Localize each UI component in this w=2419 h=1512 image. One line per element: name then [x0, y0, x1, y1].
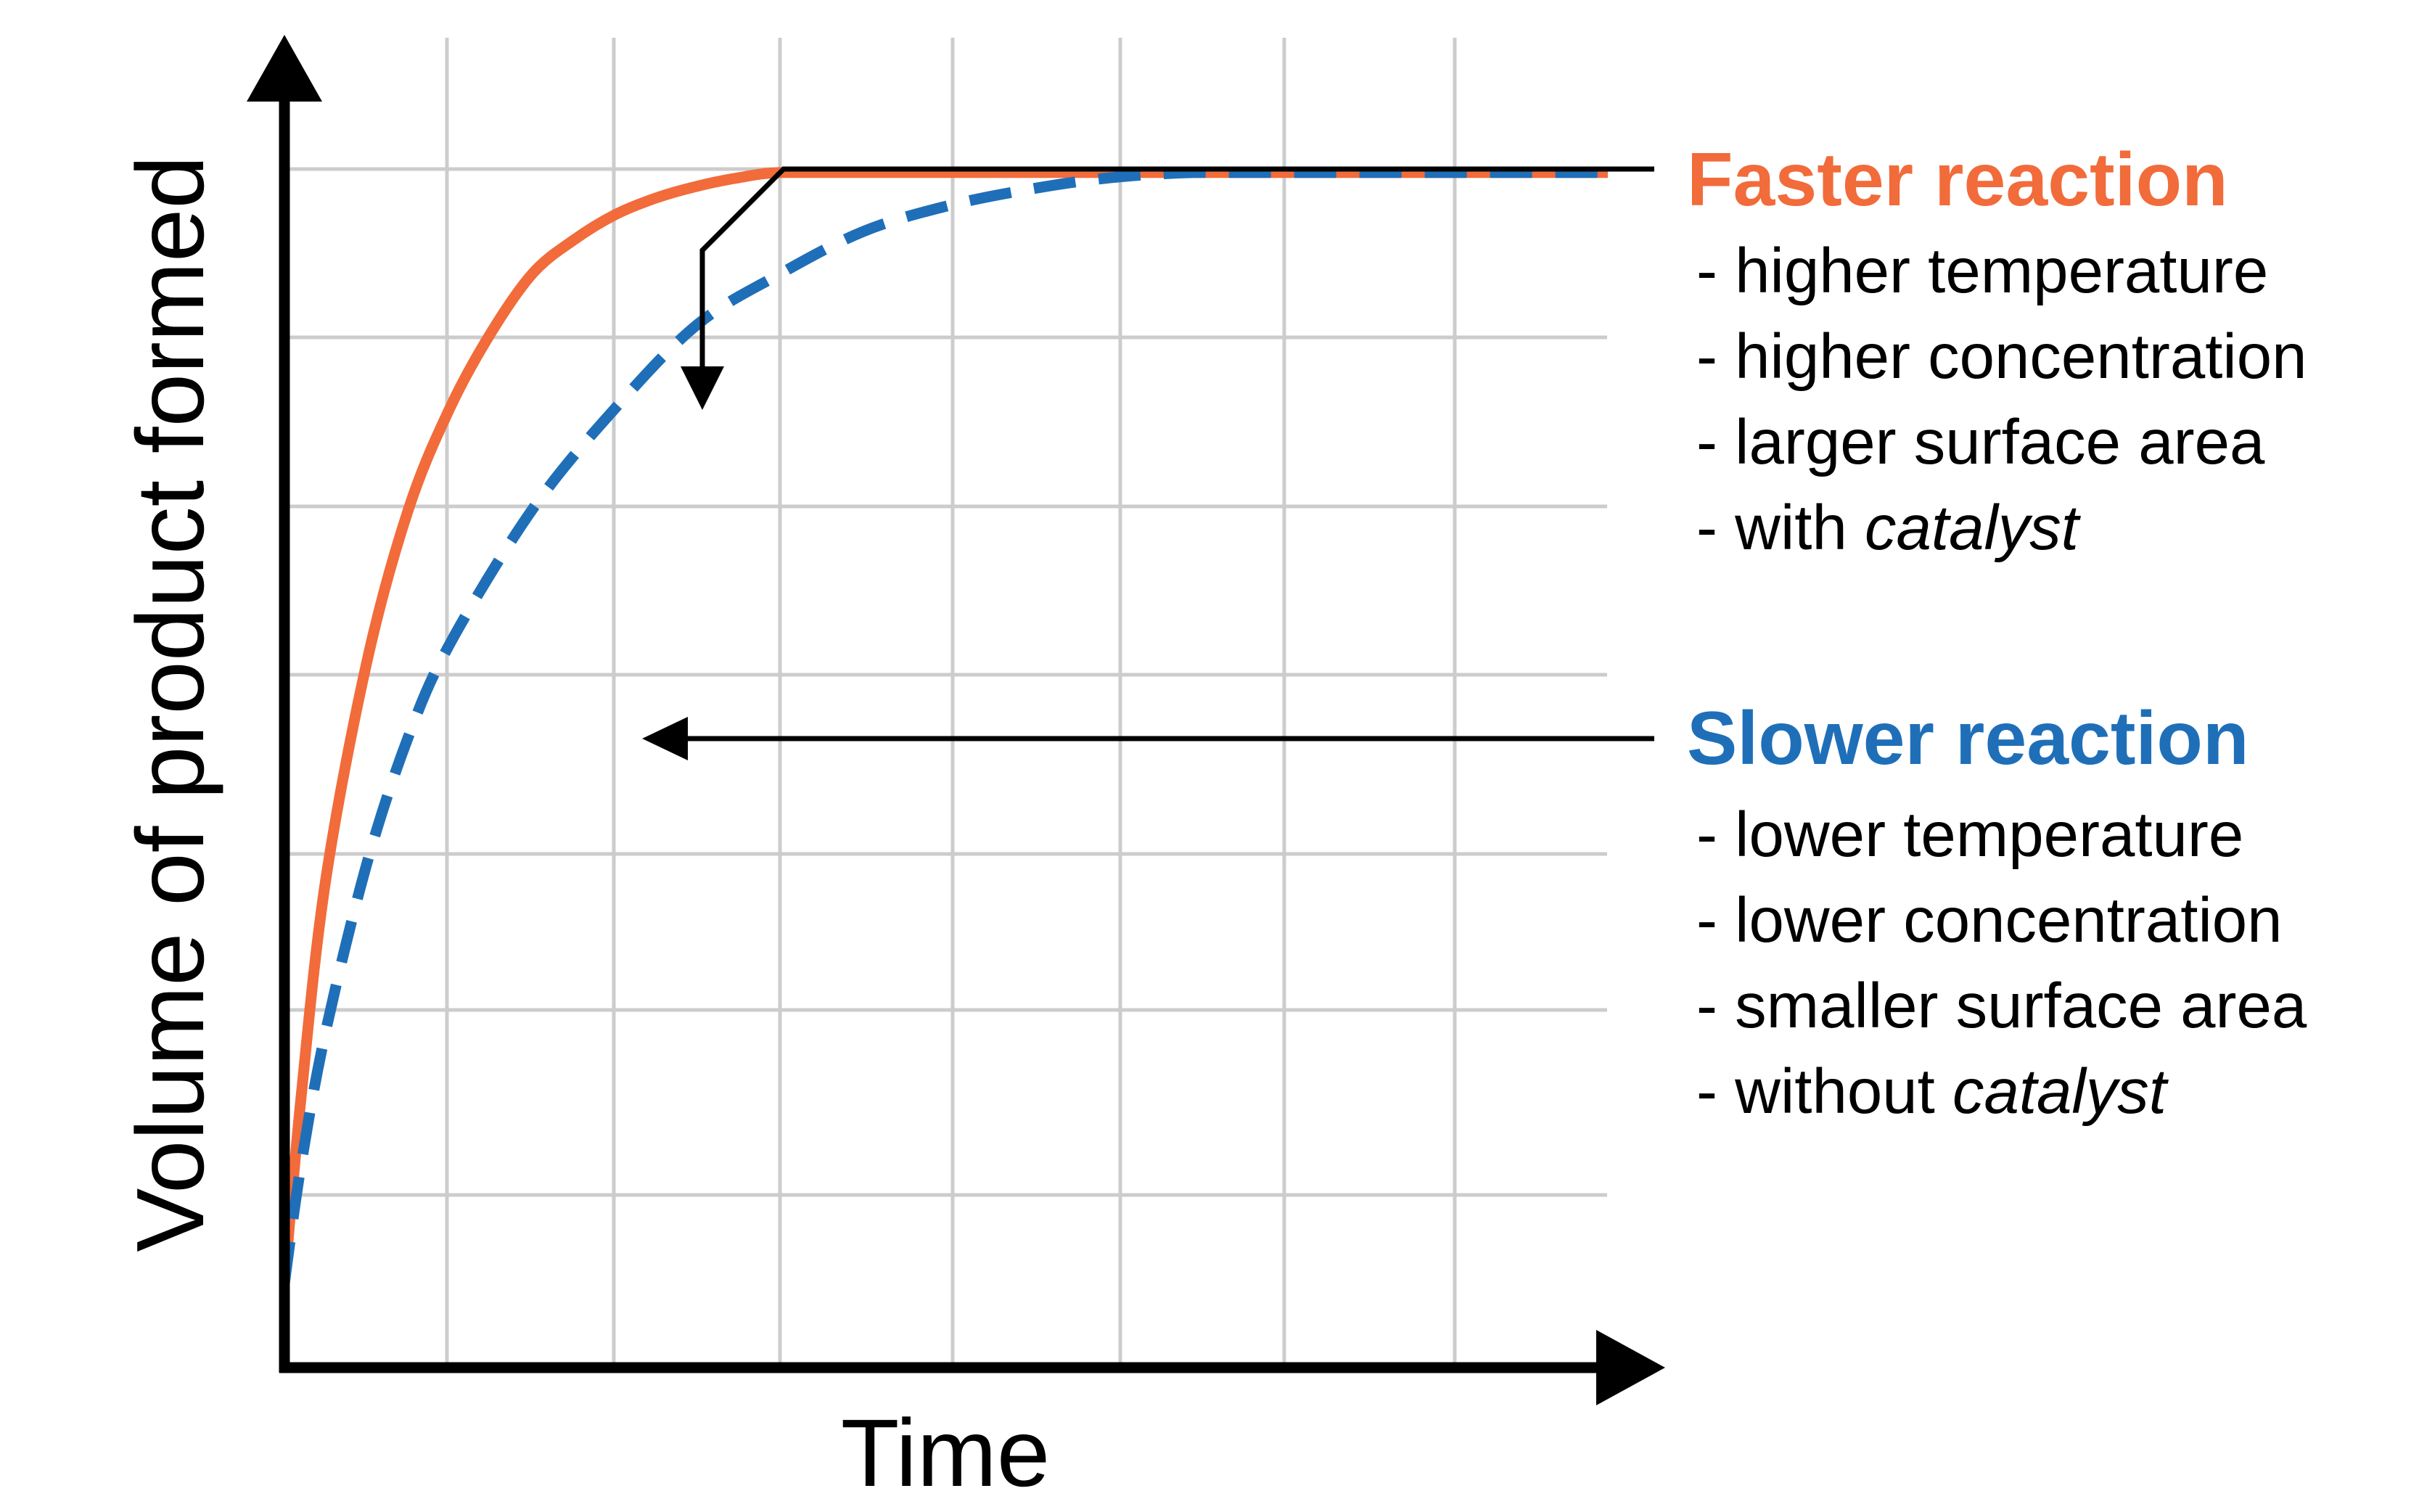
gridlines: [287, 38, 1607, 1364]
slower-reaction-line: [279, 167, 1608, 1285]
slower-items: - lower temperature - lower concentration…: [1696, 800, 2307, 1127]
faster-item-text: - with: [1696, 493, 1865, 563]
slower-item: - lower temperature: [1696, 800, 2243, 870]
slower-pointer-arrow: [642, 717, 1654, 760]
slower-item-emphasis: catalyst: [1952, 1056, 2169, 1127]
y-axis-label: Volume of product formed: [117, 155, 223, 1252]
slower-item-text: - without: [1696, 1056, 1952, 1127]
faster-pointer-arrowhead: [681, 366, 724, 410]
faster-item: - higher temperature: [1696, 236, 2268, 306]
slower-annotation: Slower reaction - lower temperature- low…: [1687, 697, 2307, 1127]
slower-item-text: - lower temperature: [1696, 800, 2243, 870]
slower-heading: Slower reaction: [1687, 697, 2248, 781]
faster-pointer-arrow: [681, 166, 1654, 410]
faster-item: - with catalyst: [1696, 493, 2082, 563]
slower-pointer-arrowhead: [642, 717, 688, 760]
slower-item: - lower concentration: [1696, 885, 2283, 956]
slower-item-text: - lower concentration: [1696, 885, 2283, 956]
faster-item-text: - higher temperature: [1696, 236, 2268, 306]
faster-item-emphasis: catalyst: [1865, 493, 2082, 563]
faster-item-text: - larger surface area: [1696, 407, 2265, 477]
faster-item: - higher concentration: [1696, 321, 2307, 392]
slower-item: - smaller surface area: [1696, 971, 2307, 1041]
y-axis-arrowhead: [247, 35, 322, 102]
series-layer: [279, 167, 1608, 1285]
x-axis-arrowhead: [1596, 1330, 1665, 1405]
faster-pointer-line: [699, 166, 1654, 374]
faster-items: - higher temperature - higher concentrati…: [1696, 236, 2307, 563]
faster-heading: Faster reaction: [1687, 138, 2228, 222]
slower-item-text: - smaller surface area: [1696, 971, 2307, 1041]
axes: [247, 35, 1665, 1405]
x-axis-label: Time: [841, 1400, 1050, 1506]
faster-item-text: - higher concentration: [1696, 321, 2307, 392]
faster-item: - larger surface area: [1696, 407, 2265, 477]
slower-item: - without catalyst: [1696, 1056, 2169, 1127]
faster-annotation: Faster reaction - higher temperature- hi…: [1687, 138, 2307, 563]
